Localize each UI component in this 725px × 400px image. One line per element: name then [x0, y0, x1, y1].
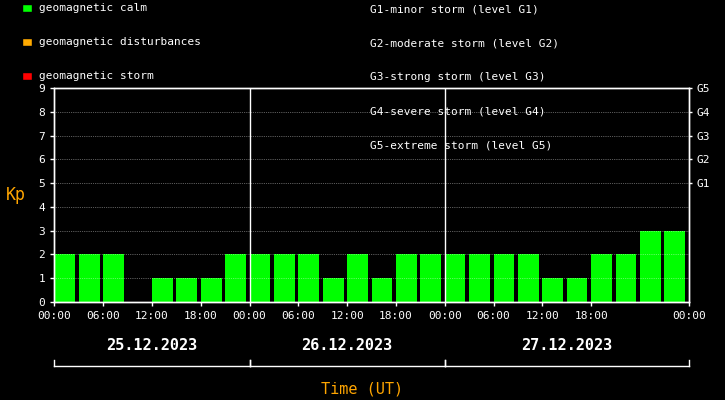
Bar: [518, 254, 539, 302]
Text: geomagnetic storm: geomagnetic storm: [39, 71, 154, 81]
Text: G5-extreme storm (level G5): G5-extreme storm (level G5): [370, 140, 552, 150]
Bar: [225, 254, 246, 302]
Text: 25.12.2023: 25.12.2023: [107, 338, 198, 354]
Bar: [542, 278, 563, 302]
Bar: [371, 278, 392, 302]
Text: G4-severe storm (level G4): G4-severe storm (level G4): [370, 106, 545, 116]
Bar: [616, 254, 637, 302]
Bar: [347, 254, 368, 302]
Text: 26.12.2023: 26.12.2023: [302, 338, 393, 354]
Text: Time (UT): Time (UT): [321, 381, 404, 396]
Bar: [54, 254, 75, 302]
Text: G1-minor storm (level G1): G1-minor storm (level G1): [370, 4, 539, 14]
Text: 27.12.2023: 27.12.2023: [521, 338, 613, 354]
Bar: [299, 254, 319, 302]
Bar: [664, 231, 685, 302]
Bar: [274, 254, 294, 302]
Bar: [420, 254, 441, 302]
Bar: [79, 254, 99, 302]
Bar: [176, 278, 197, 302]
Bar: [103, 254, 124, 302]
Text: G3-strong storm (level G3): G3-strong storm (level G3): [370, 72, 545, 82]
Bar: [201, 278, 222, 302]
Bar: [249, 254, 270, 302]
Bar: [591, 254, 612, 302]
Bar: [152, 278, 173, 302]
Bar: [323, 278, 344, 302]
Text: geomagnetic calm: geomagnetic calm: [39, 3, 147, 13]
Text: Kp: Kp: [6, 186, 26, 204]
Text: G2-moderate storm (level G2): G2-moderate storm (level G2): [370, 38, 559, 48]
Bar: [640, 231, 660, 302]
Bar: [444, 254, 465, 302]
Bar: [469, 254, 490, 302]
Bar: [396, 254, 417, 302]
Text: geomagnetic disturbances: geomagnetic disturbances: [39, 37, 202, 47]
Bar: [567, 278, 587, 302]
Bar: [494, 254, 514, 302]
